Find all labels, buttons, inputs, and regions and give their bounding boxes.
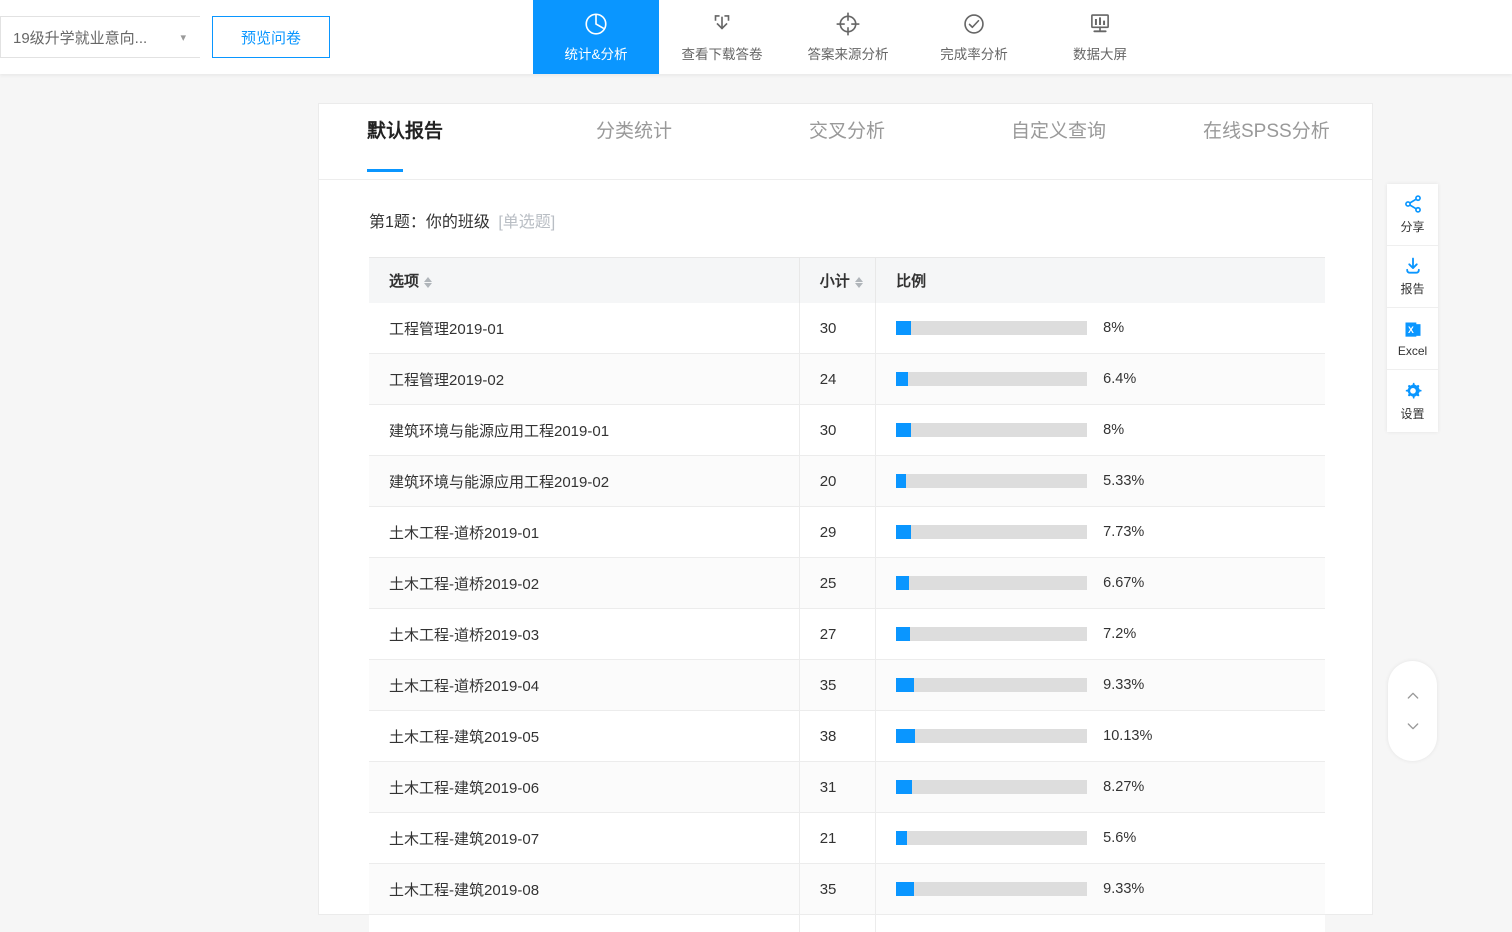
svg-text:X: X: [1407, 324, 1413, 334]
